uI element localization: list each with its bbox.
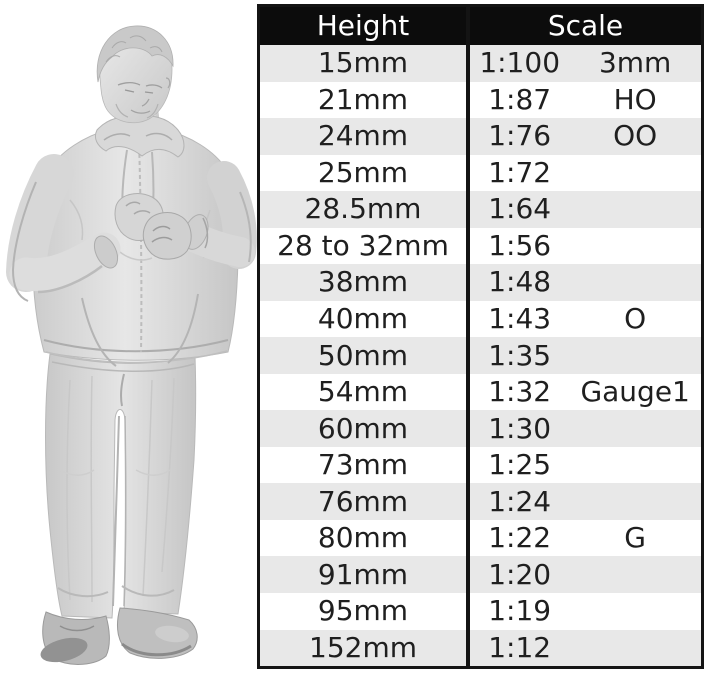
scale-ratio: 1:100 [479, 46, 561, 80]
table-row: 95mm 1:19 [260, 592, 701, 630]
scale-ratio: 1:43 [488, 301, 552, 335]
table-row: 40mm 1:43 O [260, 300, 701, 338]
height-column-header: Height [260, 7, 470, 45]
table-row: 28 to 32mm 1:56 [260, 227, 701, 265]
height-cell: 28 to 32mm [260, 227, 470, 265]
height-cell: 50mm [260, 337, 470, 374]
scale-cell: 1:72 [470, 154, 701, 192]
table-row: 28.5mm 1:64 [260, 191, 701, 228]
scale-ratio: 1:24 [488, 484, 552, 518]
scale-ratio: 1:22 [488, 521, 552, 555]
scale-cell: 1:22 G [470, 519, 701, 557]
scale-ratio: 1:48 [488, 265, 552, 299]
scale-name: G [624, 521, 646, 555]
scale-name: OO [613, 119, 658, 153]
scale-cell: 1:76 OO [470, 118, 701, 155]
table-row: 80mm 1:22 G [260, 519, 701, 557]
scale-column-header: Scale [547, 9, 624, 42]
scale-ratio: 1:20 [488, 557, 552, 591]
height-cell: 80mm [260, 519, 470, 557]
scale-cell: 1:12 [470, 629, 701, 667]
height-cell: 21mm [260, 81, 470, 119]
height-cell: 54mm [260, 373, 470, 411]
scale-cell: 1:25 [470, 446, 701, 484]
table-row: 24mm 1:76 OO [260, 118, 701, 155]
scale-ratio: 1:32 [488, 375, 552, 409]
height-cell: 95mm [260, 592, 470, 630]
scale-name: 3mm [598, 46, 672, 80]
scale-cell: 1:24 [470, 483, 701, 520]
height-cell: 73mm [260, 446, 470, 484]
figure-3d-scan [0, 0, 260, 676]
table-row: 50mm 1:35 [260, 337, 701, 374]
height-cell: 152mm [260, 629, 470, 667]
scale-ratio: 1:56 [488, 228, 552, 262]
height-cell: 76mm [260, 483, 470, 520]
scale-name: O [624, 301, 647, 335]
height-cell: 60mm [260, 410, 470, 447]
table-row: 54mm 1:32 Gauge1 [260, 373, 701, 411]
scale-cell: 1:43 O [470, 300, 701, 338]
table-row: 25mm 1:72 [260, 154, 701, 192]
scale-cell: 1:87 HO [470, 81, 701, 119]
table-row: 60mm 1:30 [260, 410, 701, 447]
table-row: 152mm 1:12 [260, 629, 701, 667]
figure-hands [114, 193, 192, 260]
table-row: 15mm 1:100 3mm [260, 45, 701, 82]
height-cell: 15mm [260, 45, 470, 82]
figure-head [94, 25, 185, 158]
man-checking-watch-figure [6, 25, 257, 665]
scale-ratio: 1:72 [488, 155, 552, 189]
figure-jeans [45, 353, 197, 619]
scale-cell: 1:35 [470, 337, 701, 374]
scale-cell: 1:32 Gauge1 [470, 373, 701, 411]
scale-name: HO [613, 82, 657, 116]
figure-shoes [40, 607, 198, 665]
scale-table: Height Scale 15mm 1:100 3mm 21mm 1:87 HO 24mm 1… [257, 4, 704, 669]
height-cell: 28.5mm [260, 191, 470, 228]
height-cell: 38mm [260, 264, 470, 301]
scale-cell: 1:48 [470, 264, 701, 301]
table-row: 21mm 1:87 HO [260, 81, 701, 119]
scale-ratio: 1:76 [488, 119, 552, 153]
scale-ratio: 1:30 [488, 411, 552, 445]
scale-ratio: 1:12 [488, 630, 552, 664]
scale-ratio: 1:19 [488, 594, 552, 628]
table-header-row: Height Scale [260, 7, 701, 45]
scale-ratio: 1:25 [488, 448, 552, 482]
table-row: 76mm 1:24 [260, 483, 701, 520]
scale-cell: 1:20 [470, 556, 701, 593]
height-cell: 91mm [260, 556, 470, 593]
table-row: 73mm 1:25 [260, 446, 701, 484]
scale-cell: 1:64 [470, 191, 701, 228]
table-row: 38mm 1:48 [260, 264, 701, 301]
scale-cell: 1:100 3mm [470, 45, 701, 82]
scale-cell: 1:30 [470, 410, 701, 447]
scale-ratio: 1:87 [488, 82, 552, 116]
height-cell: 24mm [260, 118, 470, 155]
table-body: 15mm 1:100 3mm 21mm 1:87 HO 24mm 1:76 OO 25mm 1:72… [260, 45, 701, 667]
height-cell: 40mm [260, 300, 470, 338]
scale-name: Gauge1 [580, 375, 690, 409]
table-row: 91mm 1:20 [260, 556, 701, 593]
height-cell: 25mm [260, 154, 470, 192]
scale-cell: 1:19 [470, 592, 701, 630]
scale-cell: 1:56 [470, 227, 701, 265]
scale-ratio: 1:64 [488, 192, 552, 226]
scale-ratio: 1:35 [488, 338, 552, 372]
